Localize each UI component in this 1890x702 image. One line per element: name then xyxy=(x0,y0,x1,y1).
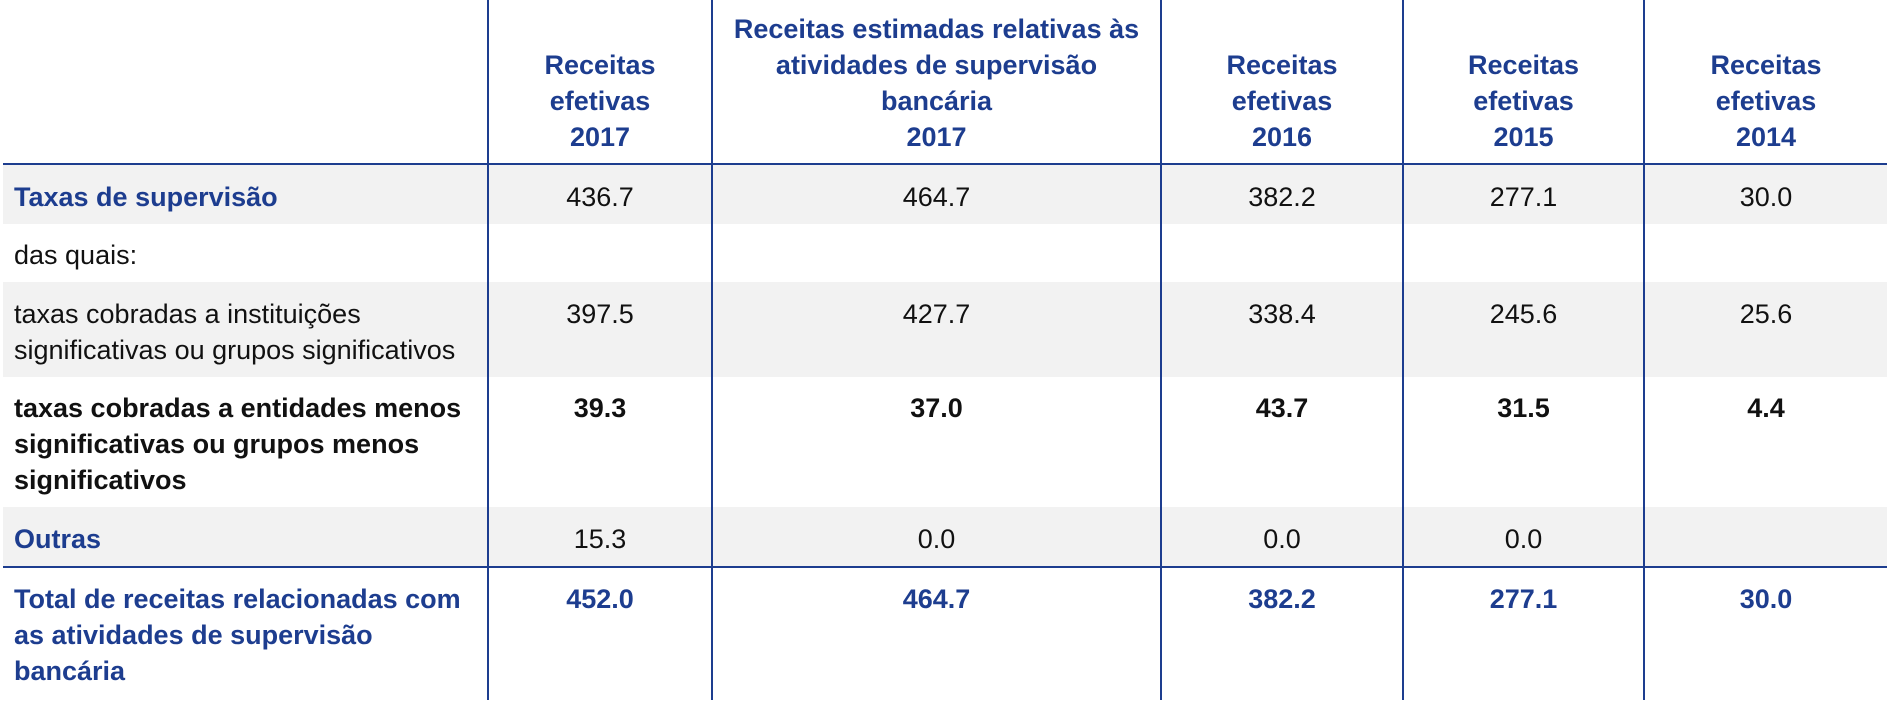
total-row: Total de receitas relacionadas com as at… xyxy=(3,566,1887,700)
table-cell: 452.0 xyxy=(487,566,712,700)
table-cell: 382.2 xyxy=(1160,566,1403,700)
table-cell: 31.5 xyxy=(1402,377,1644,507)
header-cell-actual-2015: Receitas efetivas 2015 xyxy=(1402,0,1644,165)
table-cell: 427.7 xyxy=(711,282,1161,377)
table-cell: 397.5 xyxy=(487,282,712,377)
table-row: Taxas de supervisão 436.7 464.7 382.2 27… xyxy=(3,164,1887,224)
table-cell xyxy=(1402,224,1644,282)
row-label: taxas cobradas a entidades menos signifi… xyxy=(14,393,462,495)
table-cell xyxy=(1643,224,1887,282)
header-cell-actual-2014: Receitas efetivas 2014 xyxy=(1643,0,1887,165)
table-cell: 4.4 xyxy=(1643,377,1887,507)
row-label: Taxas de supervisão xyxy=(3,164,488,224)
table-cell: 464.7 xyxy=(711,566,1161,700)
table-cell: 30.0 xyxy=(1643,566,1887,700)
table-cell xyxy=(711,224,1161,282)
revenue-table: Receitas efetivas 2017 Receitas estimada… xyxy=(3,0,1887,700)
header-row: Receitas efetivas 2017 Receitas estimada… xyxy=(3,0,1887,165)
header-cell-empty xyxy=(3,0,488,165)
table-row: das quais: xyxy=(3,224,1887,282)
table-cell: 0.0 xyxy=(1160,507,1403,567)
table-cell: 25.6 xyxy=(1643,282,1887,377)
table-cell: 0.0 xyxy=(711,507,1161,567)
table-cell: 245.6 xyxy=(1402,282,1644,377)
table-cell: 382.2 xyxy=(1160,164,1403,224)
table-cell xyxy=(487,224,712,282)
table-cell: 39.3 xyxy=(487,377,712,507)
table-cell: 43.7 xyxy=(1160,377,1403,507)
row-label: das quais: xyxy=(14,240,138,270)
table-cell xyxy=(1643,507,1887,567)
header-cell-actual-2016: Receitas efetivas 2016 xyxy=(1160,0,1403,165)
table-row: taxas cobradas a instituições significat… xyxy=(3,282,1887,377)
table-cell xyxy=(1160,224,1403,282)
row-label: Total de receitas relacionadas com as at… xyxy=(3,566,488,700)
table-row: taxas cobradas a entidades menos signifi… xyxy=(3,377,1887,507)
table-cell: 277.1 xyxy=(1402,566,1644,700)
header-cell-estimated-2017: Receitas estimadas relativas às atividad… xyxy=(711,0,1161,165)
table-row: Outras 15.3 0.0 0.0 0.0 xyxy=(3,507,1887,567)
table-cell: 277.1 xyxy=(1402,164,1644,224)
row-label: taxas cobradas a instituições significat… xyxy=(3,282,488,377)
table-cell: 15.3 xyxy=(487,507,712,567)
table-cell: 37.0 xyxy=(711,377,1161,507)
table-cell: 0.0 xyxy=(1402,507,1644,567)
table-cell: 436.7 xyxy=(487,164,712,224)
row-label: Outras xyxy=(3,507,488,567)
table-cell: 30.0 xyxy=(1643,164,1887,224)
header-cell-actual-2017: Receitas efetivas 2017 xyxy=(487,0,712,165)
table-cell: 464.7 xyxy=(711,164,1161,224)
table-cell: 338.4 xyxy=(1160,282,1403,377)
